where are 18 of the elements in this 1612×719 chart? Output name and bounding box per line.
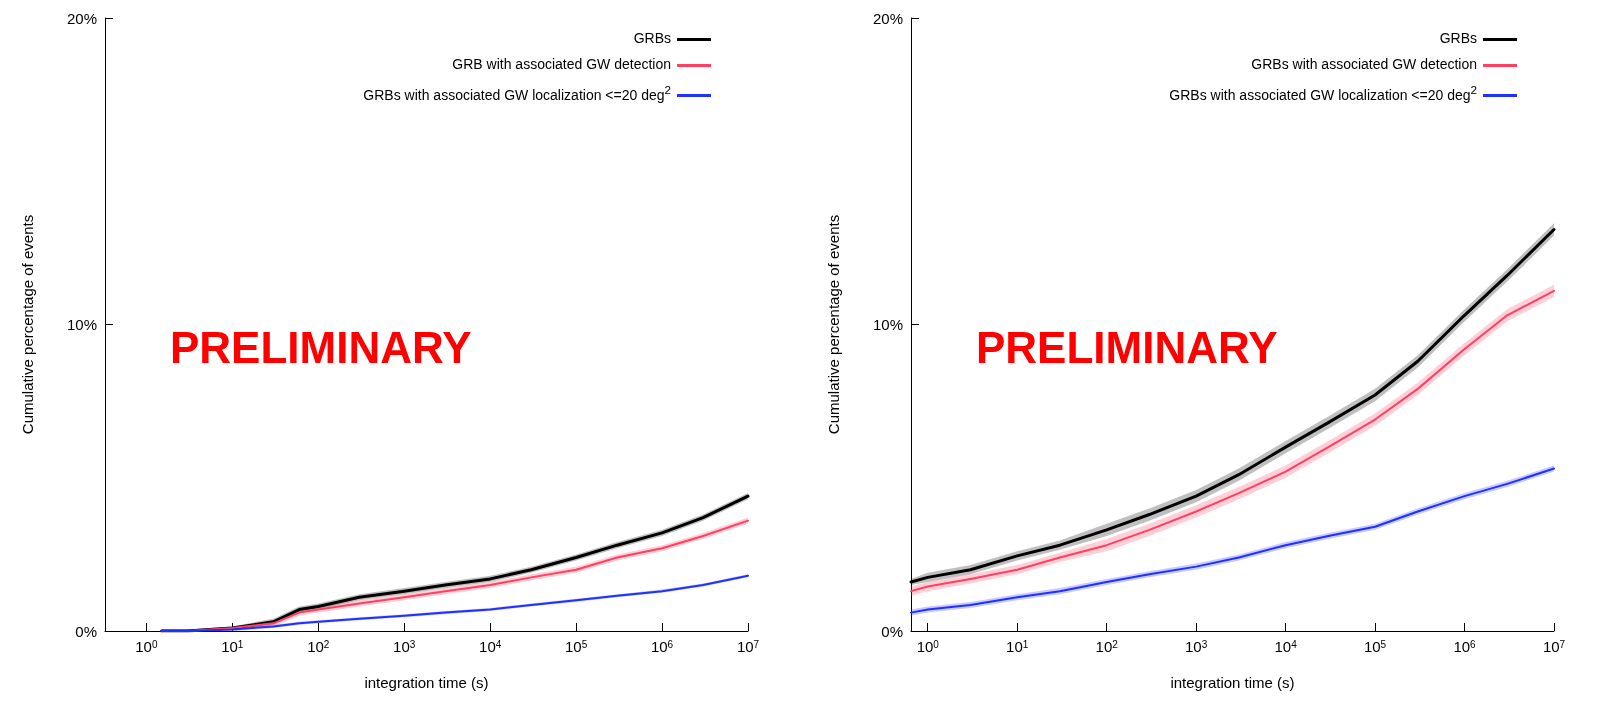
y-tick-label: 10%	[872, 316, 903, 333]
legend-label: GRBs with associated GW localization <=20 deg$^{2}$	[1169, 83, 1477, 103]
legend-label: GRBs	[633, 30, 671, 46]
legend-label: GRBs with associated GW localization <=20 deg$^{2}$	[363, 83, 671, 103]
y-axis-title: Cumulative percentage of events	[19, 214, 36, 435]
annotation: PRELIMINARY	[976, 322, 1278, 372]
y-axis-title: Cumulative percentage of events	[825, 214, 842, 435]
y-tick-label: 0%	[75, 622, 97, 640]
x-axis-title: integration time (s)	[1170, 674, 1295, 691]
x-axis-title: integration time (s)	[364, 674, 489, 691]
y-tick-label: 20%	[66, 9, 97, 27]
legend-label: GRBs with associated GW detection	[1251, 56, 1477, 72]
legend-label: GRBs	[1439, 30, 1477, 46]
y-tick-label: 0%	[881, 622, 903, 640]
y-tick-label: 20%	[872, 9, 903, 27]
annotation: PRELIMINARY	[170, 322, 472, 372]
y-tick-label: 10%	[66, 316, 97, 333]
legend-label: GRB with associated GW detection	[452, 56, 671, 72]
